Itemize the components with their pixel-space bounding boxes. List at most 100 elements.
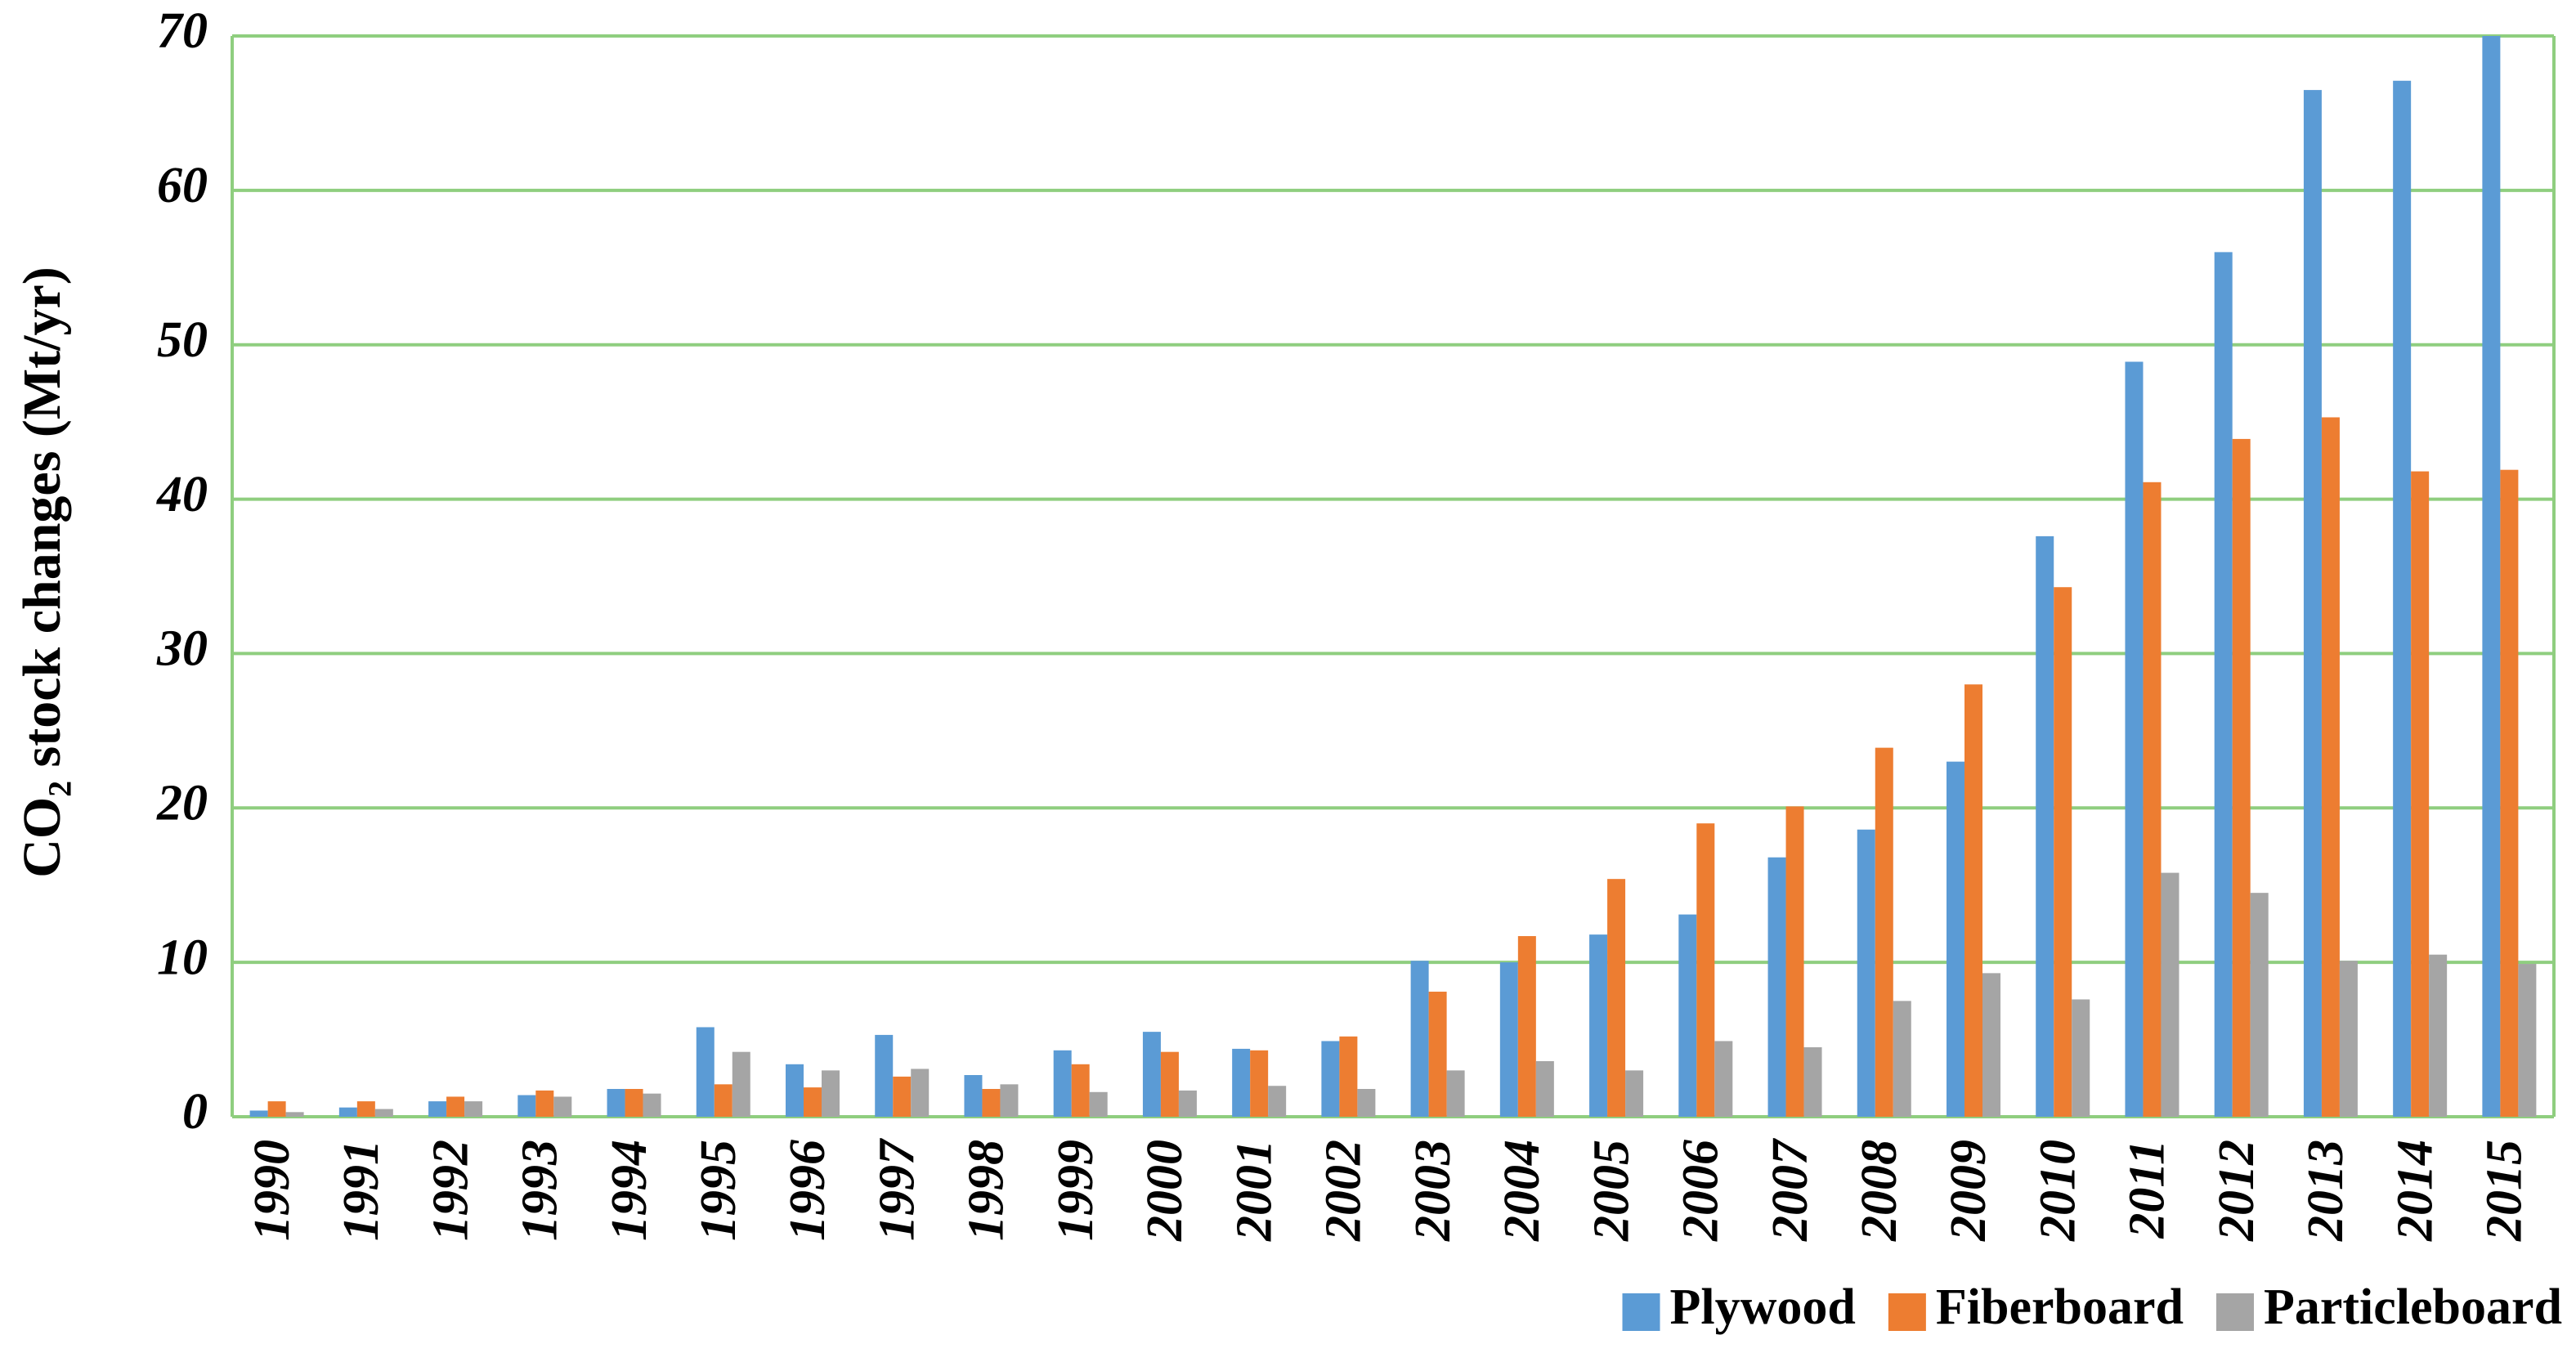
x-tick-label: 2011 [2120,1140,2175,1239]
x-tick-label: 1999 [1048,1140,1104,1241]
bar [2303,90,2322,1118]
bar [285,1112,304,1117]
bar [1428,992,1447,1117]
bar [1535,1061,1554,1117]
bar [2393,80,2412,1118]
y-tick-label: 60 [157,158,208,213]
bar [1160,1051,1179,1117]
bar [911,1069,930,1117]
bar [1499,962,1518,1117]
bar [2072,999,2090,1117]
legend-text: Plywood [1670,1279,1856,1335]
bar [267,1101,286,1117]
bar [1767,857,1786,1117]
bar [714,1084,732,1117]
x-tick-label: 1992 [423,1140,478,1241]
bar [1250,1050,1269,1117]
bar [1517,936,1536,1117]
bar [553,1096,572,1117]
x-tick-label: 1998 [959,1140,1015,1241]
bar [517,1095,536,1117]
bar [1678,914,1697,1117]
bar [1071,1064,1090,1117]
bar [2161,872,2180,1117]
bar [1589,934,1608,1117]
bar [1964,684,1982,1117]
bar [643,1093,661,1117]
bar [1268,1086,1287,1117]
bar [2500,469,2519,1117]
legend-swatch [1622,1293,1660,1331]
bar [1982,973,2000,1117]
bar [2125,361,2144,1117]
x-tick-label: 2000 [1137,1140,1193,1242]
x-tick-label: 2007 [1763,1137,1818,1242]
bar [1000,1084,1019,1117]
y-axis-title: CO₂ stock changes (Mt/yr) [12,267,72,878]
bar [2036,535,2054,1117]
y-tick-label: 20 [156,776,208,831]
bar [464,1101,483,1117]
bar [1785,806,1804,1117]
bar [1696,823,1715,1117]
legend-text: Particleboard [2264,1279,2562,1335]
bar [1625,1070,1644,1117]
bar [1893,1001,1911,1117]
bar [2429,954,2448,1117]
bar [2411,471,2430,1117]
bar [2321,417,2340,1117]
bar [2250,893,2269,1117]
x-tick-label: 2009 [1941,1140,1996,1242]
x-tick-label: 2001 [1226,1140,1282,1242]
x-tick-label: 2008 [1852,1140,1907,1242]
bar [2143,482,2162,1117]
x-tick-label: 2010 [2030,1140,2085,1242]
bar [1178,1090,1197,1117]
bar [249,1110,268,1117]
bar [446,1096,465,1117]
bar [804,1087,822,1117]
bar [875,1034,894,1117]
bar [535,1090,554,1117]
bar [2518,964,2537,1117]
bar [338,1107,357,1117]
bar [2482,36,2501,1117]
x-tick-label: 1994 [602,1140,657,1241]
x-tick-label: 1991 [334,1140,389,1241]
x-tick-label: 2002 [1316,1140,1372,1242]
y-tick-label: 30 [156,621,208,677]
x-tick-label: 2006 [1673,1140,1729,1242]
bar [1410,961,1429,1117]
bar [822,1070,840,1117]
bar [1053,1050,1072,1117]
legend: Plywood Fiberboard Particleboard [1622,1279,2562,1335]
bar [1321,1041,1340,1117]
bar [1232,1048,1251,1117]
x-tick-label: 2012 [2209,1140,2265,1242]
bar [893,1076,912,1117]
bar [1857,829,1875,1117]
legend-swatch [2215,1293,2254,1331]
x-tick-label: 1993 [513,1140,568,1241]
legend-swatch [1888,1293,1926,1331]
bar [428,1101,447,1117]
bar [374,1109,393,1117]
bar [964,1075,983,1117]
y-tick-label: 40 [156,467,208,522]
bar [2054,587,2072,1117]
x-tick-label: 1995 [691,1140,746,1241]
y-tick-label: 50 [157,312,208,368]
bar [732,1051,750,1117]
bar [1714,1041,1733,1117]
x-tick-label: 2005 [1584,1140,1639,1242]
bar [1875,747,1893,1117]
x-tick-label: 2004 [1494,1140,1550,1242]
x-tick-label: 2015 [2477,1140,2533,1242]
bar [982,1089,1001,1117]
bar [607,1089,625,1117]
bar [356,1101,375,1117]
x-tick-label: 1997 [869,1137,925,1241]
bar [696,1027,715,1117]
x-tick-label: 1996 [780,1140,836,1241]
